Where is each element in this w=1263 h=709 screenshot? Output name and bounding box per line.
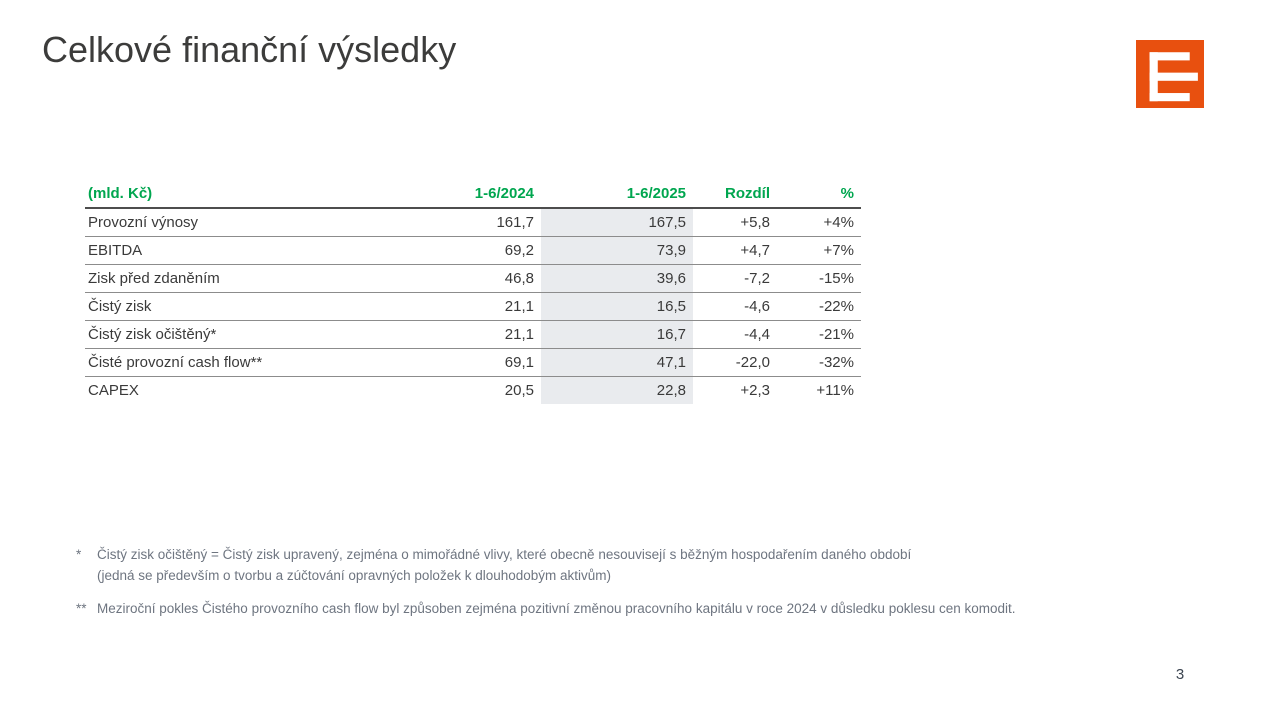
- value-percent: +7%: [777, 236, 861, 265]
- value-diff: -7,2: [693, 264, 777, 293]
- value-2024: 69,2: [401, 236, 541, 265]
- value-percent: -32%: [777, 348, 861, 377]
- value-percent: -21%: [777, 320, 861, 349]
- value-2024: 21,1: [401, 320, 541, 349]
- value-2024: 21,1: [401, 292, 541, 321]
- row-label: Čistý zisk: [85, 292, 401, 321]
- table-row: Čistý zisk 21,1 16,5 -4,6 -22%: [85, 292, 861, 321]
- page-title: Celkové finanční výsledky: [42, 29, 457, 70]
- footnote-text: Čistý zisk očištěný = Čistý zisk upraven…: [97, 545, 1156, 587]
- value-2025: 167,5: [541, 208, 693, 237]
- footnotes: * Čistý zisk očištěný = Čistý zisk uprav…: [76, 545, 1156, 632]
- row-label: Čistý zisk očištěný*: [85, 320, 401, 349]
- table-row: Čisté provozní cash flow** 69,1 47,1 -22…: [85, 348, 861, 377]
- footnote-line: Meziroční pokles Čistého provozního cash…: [97, 600, 1016, 616]
- column-header-2024: 1-6/2024: [401, 180, 541, 209]
- value-2025: 73,9: [541, 236, 693, 265]
- page-number: 3: [1175, 666, 1185, 683]
- footnote-line: Čistý zisk očištěný = Čistý zisk upraven…: [97, 547, 912, 562]
- value-2025: 16,5: [541, 292, 693, 321]
- column-header-unit: (mld. Kč): [85, 180, 401, 209]
- value-diff: +5,8: [693, 208, 777, 237]
- footnote-marker: *: [76, 547, 82, 562]
- value-2024: 161,7: [401, 208, 541, 237]
- row-label: Čisté provozní cash flow**: [85, 348, 401, 377]
- table-row: CAPEX 20,5 22,8 +2,3 +11%: [85, 376, 861, 404]
- financial-results-table: (mld. Kč) 1-6/2024 1-6/2025 Rozdíl % Pro…: [85, 180, 861, 404]
- value-diff: -4,6: [693, 292, 777, 321]
- value-2024: 46,8: [401, 264, 541, 293]
- value-diff: -22,0: [693, 348, 777, 377]
- value-2025: 22,8: [541, 376, 693, 404]
- column-header-percent: %: [777, 180, 861, 209]
- value-percent: +4%: [777, 208, 861, 237]
- value-percent: +11%: [816, 381, 854, 399]
- footnote-text: Meziroční pokles Čistého provozního cash…: [97, 599, 1156, 620]
- value-2025: 47,1: [541, 348, 693, 377]
- footnote-marker: **: [76, 600, 87, 616]
- footnote-cash-flow: ** Meziroční pokles Čistého provozního c…: [76, 599, 1156, 620]
- table-row: Zisk před zdaněním 46,8 39,6 -7,2 -15%: [85, 264, 861, 293]
- value-percent: -15%: [777, 264, 861, 293]
- cez-logo-icon: [1136, 40, 1204, 108]
- row-label: EBITDA: [85, 236, 401, 265]
- value-diff: +2,3: [740, 381, 770, 399]
- table-row: Provozní výnosy 161,7 167,5 +5,8 +4%: [85, 208, 861, 237]
- value-2025: 16,7: [541, 320, 693, 349]
- row-label: CAPEX: [88, 381, 139, 399]
- footnote-adjusted-net-income: * Čistý zisk očištěný = Čistý zisk uprav…: [76, 545, 1156, 587]
- column-header-rozdil: Rozdíl: [693, 180, 777, 209]
- table-header-row: (mld. Kč) 1-6/2024 1-6/2025 Rozdíl %: [85, 180, 861, 209]
- row-label: Zisk před zdaněním: [85, 264, 401, 293]
- table-row: EBITDA 69,2 73,9 +4,7 +7%: [85, 236, 861, 265]
- row-label: Provozní výnosy: [85, 208, 401, 237]
- value-2025: 39,6: [541, 264, 693, 293]
- table-row: Čistý zisk očištěný* 21,1 16,7 -4,4 -21%: [85, 320, 861, 349]
- value-diff: -4,4: [693, 320, 777, 349]
- value-2024: 69,1: [401, 348, 541, 377]
- value-percent: -22%: [777, 292, 861, 321]
- value-diff: +4,7: [693, 236, 777, 265]
- column-header-2025: 1-6/2025: [541, 180, 693, 209]
- footnote-line: (jedná se především o tvorbu a zúčtování…: [97, 567, 612, 583]
- value-2024: 20,5: [504, 381, 534, 399]
